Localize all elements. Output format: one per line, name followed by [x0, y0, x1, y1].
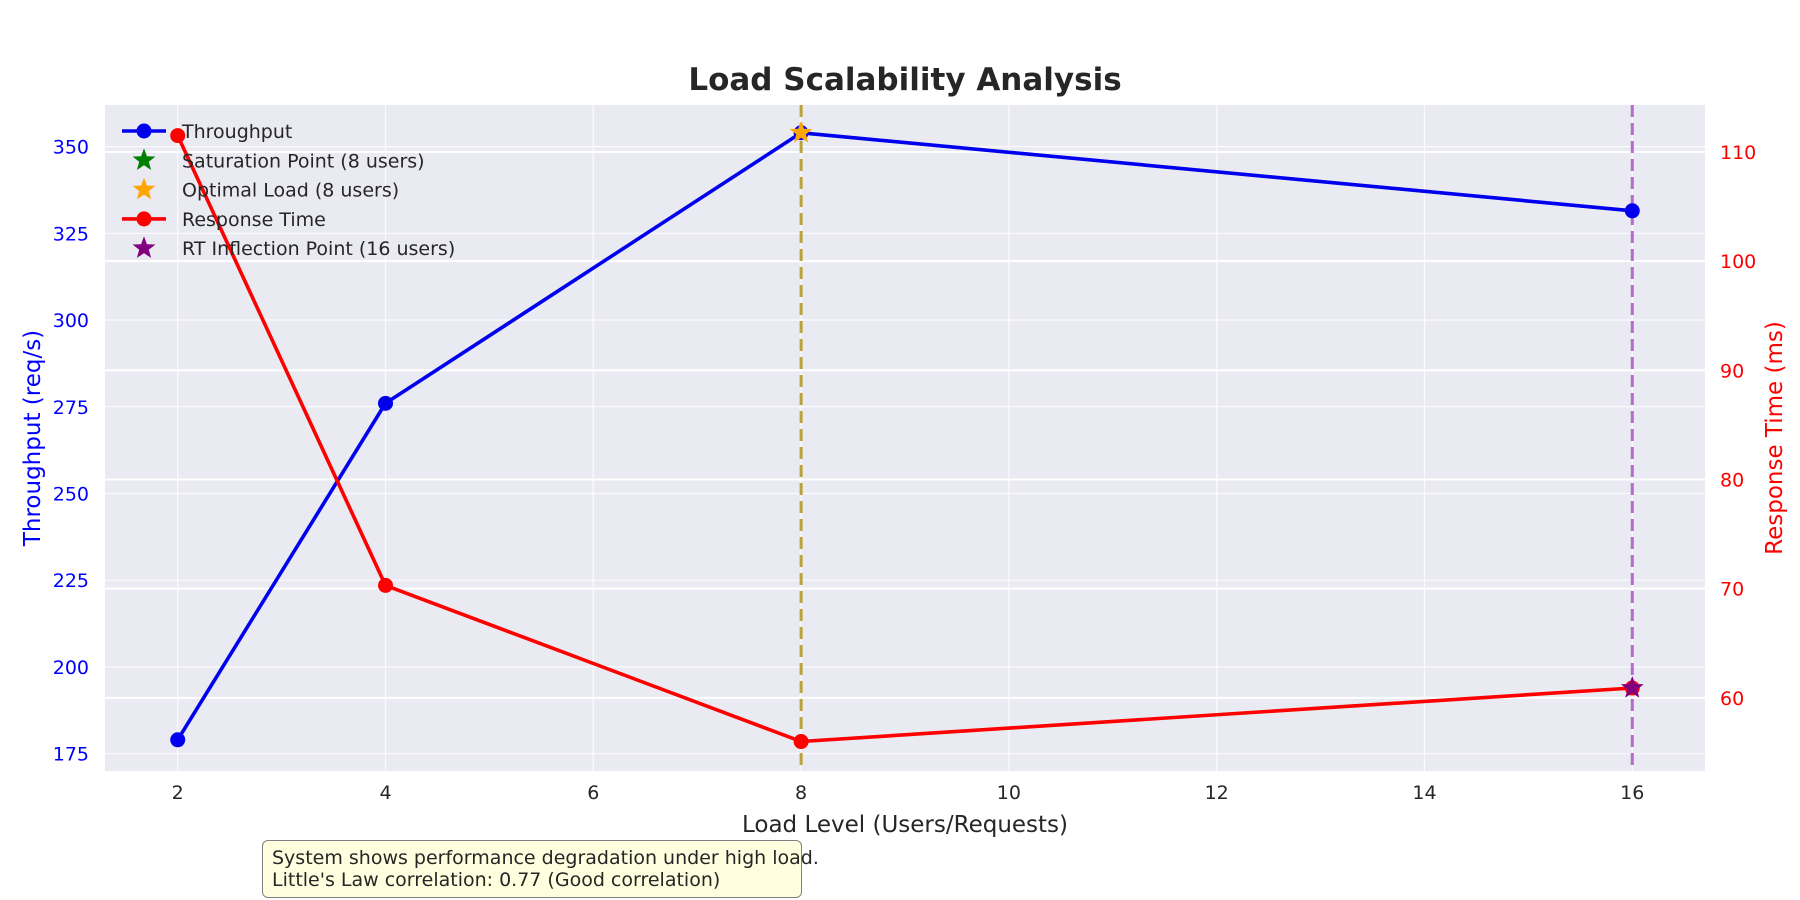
- plot-area: [105, 105, 1705, 771]
- x-tick-label: 10: [997, 782, 1021, 804]
- x-tick-label: 4: [379, 782, 391, 804]
- y-right-tick-label: 80: [1720, 469, 1744, 491]
- y-axis-right-ticks: 60 70 80 90 100 110: [1720, 142, 1756, 710]
- throughput-point: [1624, 203, 1640, 219]
- x-tick-label: 16: [1620, 782, 1644, 804]
- y-left-tick-label: 250: [53, 484, 89, 506]
- x-tick-label: 12: [1205, 782, 1229, 804]
- y-left-tick-label: 325: [53, 223, 89, 245]
- optimal-load-8-users--marker: [789, 120, 813, 143]
- x-axis-label: Load Level (Users/Requests): [742, 812, 1068, 838]
- x-tick-label: 6: [587, 782, 599, 804]
- chart-title: Load Scalability Analysis: [688, 62, 1121, 98]
- throughput-line: [176, 131, 1633, 741]
- grid: [105, 105, 1705, 771]
- annotation-line-2: Little's Law correlation: 0.77 (Good cor…: [272, 869, 721, 891]
- x-tick-label: 14: [1412, 782, 1436, 804]
- y-left-tick-label: 350: [53, 137, 89, 159]
- legend-rt-inflection-point-16-users--marker: [132, 236, 156, 258]
- y-right-tick-label: 70: [1720, 579, 1744, 601]
- y-axis-right-label: Response Time (ms): [1762, 321, 1788, 555]
- legend-response-time-label: Response Time: [182, 209, 326, 231]
- y-axis-left-ticks: 175 200 225 250 275 300 325 350: [53, 137, 89, 766]
- rt-inflection-point-16-users--marker: [1620, 676, 1644, 698]
- highlight-markers: [789, 120, 1644, 698]
- throughput-point: [378, 395, 394, 411]
- response-time-point: [170, 128, 186, 144]
- legend-saturation-point-8-users--label: Saturation Point (8 users): [182, 150, 425, 172]
- y-left-tick-label: 175: [53, 744, 89, 766]
- response-time-point: [378, 577, 394, 593]
- legend-throughput-label: Throughput: [181, 121, 292, 143]
- y-right-tick-label: 110: [1720, 142, 1756, 164]
- legend-optimal-load-8-users--marker: [132, 177, 156, 200]
- y-right-tick-label: 100: [1720, 251, 1756, 273]
- legend-throughput-marker: [136, 123, 152, 139]
- x-axis-ticks: 2 4 6 8 10 12 14 16: [172, 782, 1645, 804]
- y-right-tick-label: 90: [1720, 360, 1744, 382]
- y-axis-left-label: Throughput (req/s): [20, 330, 46, 547]
- annotation-box: System shows performance degradation und…: [262, 840, 819, 898]
- annotation-line-1: System shows performance degradation und…: [272, 847, 819, 869]
- y-left-tick-label: 200: [53, 657, 89, 679]
- y-left-tick-label: 300: [53, 310, 89, 332]
- legend-optimal-load-8-users--label: Optimal Load (8 users): [182, 180, 399, 202]
- response-time-line: [176, 134, 1633, 744]
- x-tick-label: 8: [795, 782, 807, 804]
- legend-rt-inflection-point-16-users--label: RT Inflection Point (16 users): [182, 238, 455, 260]
- throughput-point: [170, 732, 186, 748]
- y-left-tick-label: 225: [53, 570, 89, 592]
- x-tick-label: 2: [172, 782, 184, 804]
- legend: Throughput Saturation Point (8 users) Opti…: [122, 121, 455, 260]
- y-right-tick-label: 60: [1720, 688, 1744, 710]
- response-time-point: [793, 734, 809, 750]
- legend-response-time-marker: [136, 211, 152, 227]
- y-left-tick-label: 275: [53, 397, 89, 419]
- legend-saturation-point-8-users--marker: [132, 148, 156, 170]
